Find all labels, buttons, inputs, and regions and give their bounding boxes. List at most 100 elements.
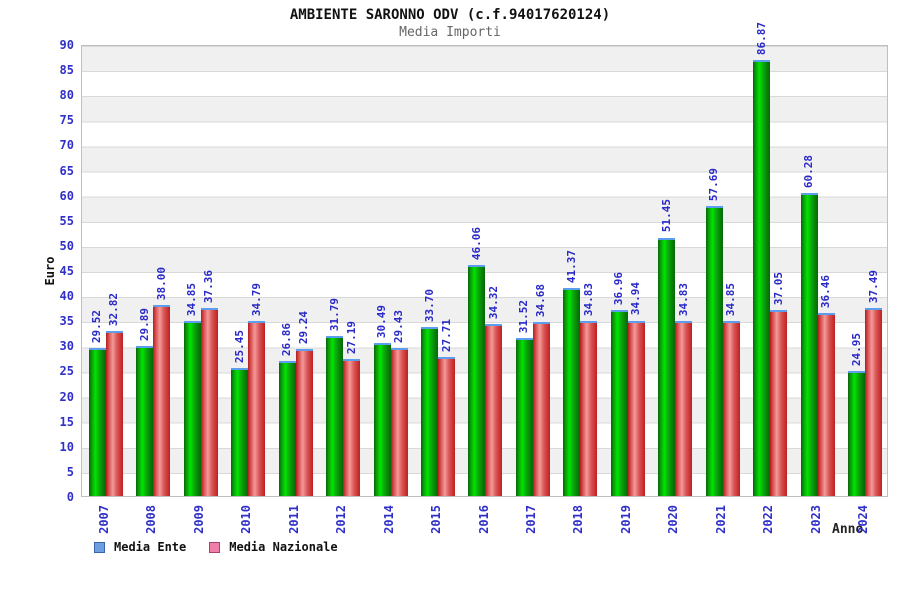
x-tick-label: 2016 (476, 505, 491, 534)
value-label: 24.95 (849, 332, 863, 366)
value-label: 86.87 (754, 21, 768, 55)
chart-title: AMBIENTE SARONNO ODV (c.f.94017620124) (289, 7, 611, 23)
media-ente-swatch-icon (94, 541, 105, 553)
bar-media-nazionale-2020 (675, 321, 693, 496)
legend-label-media-ente: Media Ente (114, 540, 187, 554)
bar-group-2014: 30.49 29.43 (367, 44, 414, 496)
bar-media-nazionale-2015 (438, 356, 456, 496)
value-label: 38.00 (154, 267, 168, 301)
x-tick-label: 2014 (381, 505, 396, 534)
bar-media-ente-2018 (563, 288, 581, 496)
y-tick-label: 55 (59, 213, 74, 228)
value-label: 25.45 (232, 330, 246, 364)
x-tick-label: 2012 (334, 505, 349, 534)
bar-group-2012: 31.79 27.19 (319, 44, 366, 496)
value-label: 36.46 (819, 274, 833, 308)
value-label: 34.32 (486, 285, 500, 319)
bar-group-2022: 86.87 37.05 (747, 22, 794, 496)
legend-item-media-ente: Media Ente (94, 540, 186, 554)
y-tick-label: 65 (59, 163, 74, 178)
bar-media-ente-2007 (88, 347, 106, 496)
value-label: 29.89 (137, 307, 151, 341)
x-tick-label: 2024 (856, 505, 871, 534)
value-label: 57.69 (707, 168, 721, 202)
y-tick-label: 85 (59, 63, 74, 78)
legend-item-media-nazionale: Media Nazionale (209, 540, 338, 554)
bar-media-nazionale-2022 (770, 309, 788, 496)
bar-media-ente-2012 (326, 336, 344, 496)
value-label: 37.36 (202, 270, 216, 304)
y-tick-label: 10 (59, 439, 74, 454)
bar-media-nazionale-2011 (295, 349, 313, 496)
value-label: 34.85 (724, 282, 738, 316)
media-nazionale-swatch-icon (209, 541, 221, 553)
bar-media-ente-2017 (515, 337, 533, 496)
value-label: 29.43 (392, 310, 406, 344)
bar-media-nazionale-2023 (817, 312, 835, 496)
y-tick-label: 25 (59, 364, 74, 379)
value-label: 51.45 (659, 199, 673, 233)
x-tick-label: 2007 (96, 505, 111, 534)
bar-group-2024: 24.95 37.49 (842, 44, 889, 496)
bar-group-2019: 36.96 34.94 (604, 44, 651, 496)
value-label: 60.28 (802, 155, 816, 189)
x-tick-label: 2018 (571, 505, 586, 534)
value-label: 36.96 (612, 272, 626, 306)
value-label: 30.49 (375, 304, 389, 338)
value-label: 31.52 (517, 299, 531, 333)
bar-media-ente-2008 (136, 345, 154, 496)
y-tick-label: 40 (59, 289, 74, 304)
x-tick-label: 2023 (808, 505, 823, 534)
bar-media-nazionale-2018 (580, 321, 598, 496)
value-label: 34.83 (581, 282, 595, 317)
bar-media-nazionale-2019 (627, 320, 645, 496)
y-tick-label: 75 (59, 113, 74, 128)
plot-area: 29.52 32.82 29.89 38.00 34.85 37.36 25.45 34.79… (81, 22, 889, 497)
y-tick-label: 15 (59, 414, 74, 429)
value-label: 27.19 (344, 321, 358, 355)
x-tick-label: 2010 (239, 505, 254, 534)
bar-group-2017: 31.52 34.68 (509, 44, 556, 496)
bar-media-ente-2014 (373, 342, 391, 496)
chart-subtitle: Media Importi (399, 25, 501, 40)
bar-media-ente-2024 (848, 370, 866, 496)
bar-media-nazionale-2014 (390, 348, 408, 496)
value-label: 33.70 (422, 288, 436, 322)
bar-group-2010: 25.45 34.79 (224, 44, 271, 496)
value-label: 34.85 (185, 282, 199, 316)
y-tick-label: 70 (59, 138, 74, 153)
value-label: 31.79 (327, 298, 341, 332)
y-tick-label: 30 (59, 339, 74, 354)
bar-media-nazionale-2016 (485, 323, 503, 496)
bar-media-ente-2015 (421, 326, 439, 496)
value-label: 27.71 (439, 318, 453, 352)
y-axis: 0 5 10 15 20 25 30 35 40 45 50 55 60 65 70 75 80 85 90 (0, 38, 74, 504)
y-tick-label: 5 (66, 464, 74, 479)
value-label: 37.49 (866, 269, 880, 303)
x-tick-label: 2015 (429, 505, 444, 534)
bar-group-2020: 51.45 34.83 (652, 44, 699, 496)
bar-media-nazionale-2017 (532, 321, 550, 496)
bar-media-nazionale-2008 (153, 305, 171, 496)
bar-media-nazionale-2007 (105, 331, 123, 496)
bar-media-ente-2011 (278, 361, 296, 496)
bar-group-2016: 46.06 34.32 (462, 44, 509, 496)
value-label: 46.06 (469, 226, 483, 260)
value-label: 34.83 (676, 282, 690, 317)
bar-media-ente-2019 (610, 310, 628, 496)
y-tick-label: 90 (59, 38, 74, 52)
y-tick-label: 0 (66, 490, 74, 504)
value-label: 34.79 (249, 283, 263, 317)
value-label: 41.37 (564, 250, 578, 284)
x-tick-label: 2011 (286, 505, 301, 534)
x-tick-label: 2022 (761, 505, 776, 534)
bar-media-ente-2009 (183, 320, 201, 496)
bar-group-2009: 34.85 37.36 (177, 44, 224, 496)
bar-group-2021: 57.69 34.85 (699, 44, 746, 496)
value-label: 37.05 (771, 271, 785, 305)
y-tick-label: 45 (59, 264, 74, 278)
value-label: 26.86 (280, 322, 294, 357)
bar-media-ente-2022 (753, 59, 771, 496)
bar-group-2018: 41.37 34.83 (557, 44, 604, 496)
bar-group-2011: 26.86 29.24 (272, 44, 319, 496)
